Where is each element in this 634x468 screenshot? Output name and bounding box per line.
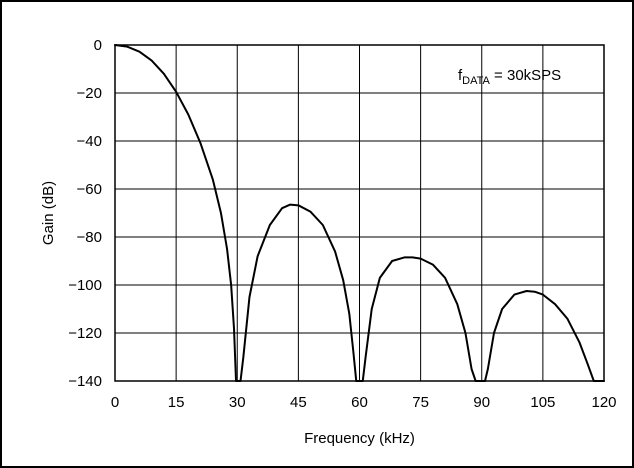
y-tick-label: 0 <box>94 37 102 54</box>
tick-labels: 0 15 30 45 60 75 90 105 120 0 −20 −40 −60 −80 −100 −120… <box>68 37 616 411</box>
y-tick-label: −80 <box>77 229 102 246</box>
x-tick-label: 105 <box>530 394 555 411</box>
x-tick-label: 60 <box>351 394 368 411</box>
y-tick-label: −60 <box>77 181 102 198</box>
y-tick-label: −140 <box>68 373 102 390</box>
annotation-suffix: = 30kSPS <box>490 67 561 84</box>
y-axis-title: Gain (dB) <box>40 181 57 245</box>
x-tick-label: 0 <box>111 394 119 411</box>
y-tick-label: −20 <box>77 85 102 102</box>
fdata-annotation: fDATA = 30kSPS <box>458 67 561 87</box>
annotation-subscript: DATA <box>462 75 490 87</box>
x-axis-title: Frequency (kHz) <box>304 430 415 447</box>
annotation-prefix: f <box>458 67 463 84</box>
x-tick-label: 15 <box>168 394 185 411</box>
y-tick-label: −40 <box>77 133 102 150</box>
x-tick-label: 90 <box>473 394 490 411</box>
x-tick-label: 75 <box>412 394 429 411</box>
y-tick-label: −100 <box>68 277 102 294</box>
y-tick-label: −120 <box>68 325 102 342</box>
x-tick-label: 45 <box>290 394 307 411</box>
plot-border <box>114 44 605 382</box>
grid <box>114 44 605 382</box>
x-tick-label: 120 <box>591 394 616 411</box>
x-tick-label: 30 <box>229 394 246 411</box>
